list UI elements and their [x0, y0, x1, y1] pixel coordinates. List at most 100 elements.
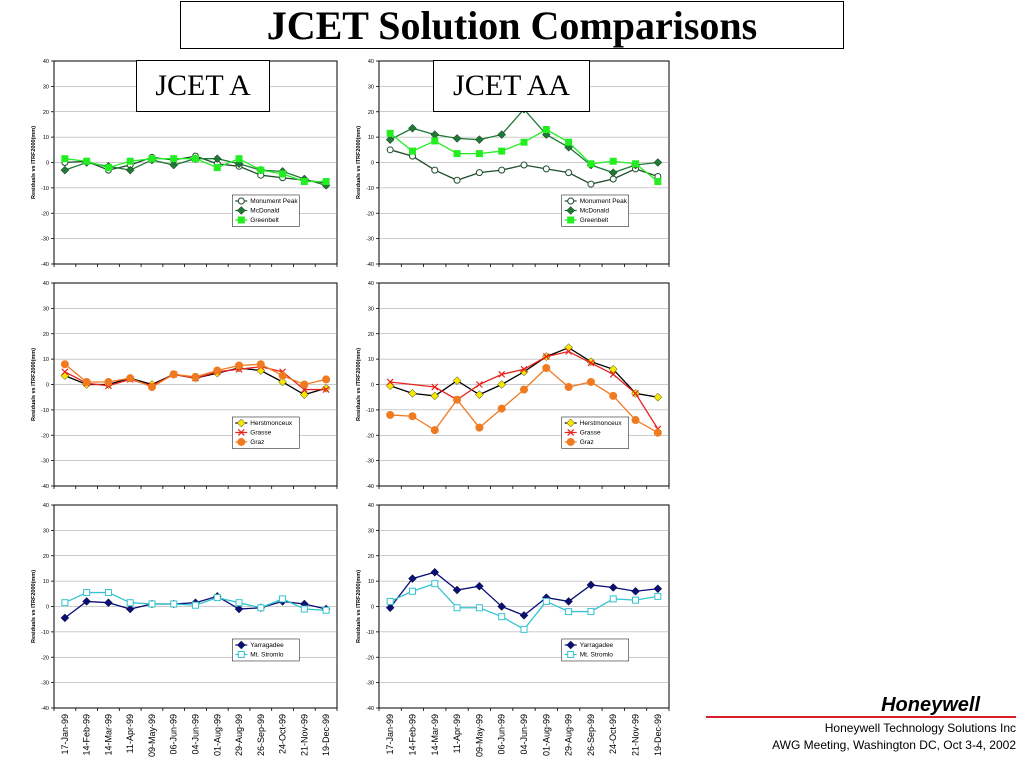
data-point — [385, 135, 395, 144]
y-tick-label: 40 — [43, 281, 49, 287]
legend-entry-mcdonald: McDonald — [250, 207, 280, 214]
data-point — [322, 606, 330, 614]
data-point — [609, 391, 618, 400]
data-point — [279, 170, 287, 178]
y-tick-label: 30 — [368, 306, 374, 312]
y-tick-label: -20 — [41, 211, 49, 217]
data-point — [609, 157, 617, 165]
chart-a-mid: -40 -30 -20 -10 0 10 20 30 40 Residuals vs ITRF20… — [31, 281, 338, 490]
data-point — [408, 147, 416, 155]
x-tick-label: 24-Oct-99 — [278, 714, 288, 754]
y-tick-label: -40 — [41, 484, 49, 490]
y-tick-label: 30 — [368, 84, 374, 90]
data-point — [61, 368, 69, 376]
y-axis-label: Residuals vs ITRF2000(mm) — [356, 348, 362, 421]
y-tick-label: 40 — [43, 59, 49, 65]
legend-marker — [237, 650, 245, 658]
data-point — [431, 137, 439, 145]
data-point — [408, 389, 417, 398]
data-point — [653, 158, 663, 167]
x-tick-label: 01-Aug-99 — [541, 714, 551, 756]
data-point — [104, 164, 112, 172]
y-tick-label: 20 — [43, 110, 49, 116]
data-point — [453, 150, 461, 158]
data-point — [213, 366, 222, 375]
x-tick-label: 26-Sep-99 — [256, 714, 266, 756]
y-tick-label: 0 — [46, 383, 49, 389]
data-point — [542, 165, 550, 173]
data-point — [257, 166, 265, 174]
data-point — [453, 395, 462, 404]
x-tick-label: 26-Sep-99 — [586, 714, 596, 756]
legend: Yarragadee Mt. Stromlo — [561, 638, 629, 662]
data-point — [234, 604, 244, 614]
data-point — [608, 583, 618, 592]
data-point — [60, 165, 70, 175]
x-tick-label: 11-Apr-99 — [452, 714, 462, 753]
data-point — [61, 155, 69, 163]
legend: Herstmonceux Grasse Graz — [561, 416, 629, 449]
y-tick-label: -20 — [366, 433, 374, 439]
data-point — [542, 597, 550, 605]
data-point — [632, 596, 640, 604]
legend-marker — [567, 197, 575, 205]
legend-entry-mcdonald: McDonald — [580, 207, 610, 214]
y-tick-label: -10 — [366, 186, 374, 192]
series-graz — [60, 360, 331, 392]
x-tick-label: 14-Feb-99 — [407, 714, 417, 756]
legend: Yarragadee Mt. Stromlo — [232, 638, 300, 662]
x-tick-label: 19-Dec-99 — [321, 714, 331, 756]
honeywell-logo: Honeywell — [881, 694, 980, 716]
legend-marker — [237, 216, 245, 224]
data-point — [431, 580, 439, 588]
data-point — [520, 385, 528, 394]
y-axis-label: Residuals vs ITRF2000(mm) — [31, 126, 37, 199]
data-point — [498, 166, 506, 174]
y-tick-label: 20 — [368, 554, 374, 560]
data-point — [453, 604, 461, 612]
y-tick-label: 40 — [368, 59, 374, 65]
y-axis-label: Residuals vs ITRF2000(mm) — [356, 126, 362, 199]
y-tick-label: 0 — [371, 383, 374, 389]
data-point — [452, 585, 462, 595]
x-tick-label: 29-Aug-99 — [234, 714, 244, 756]
y-tick-label: 20 — [368, 332, 374, 338]
y-tick-label: 10 — [368, 579, 374, 585]
legend-entry-greenbelt: Greenbelt — [250, 217, 279, 224]
y-tick-label: -40 — [41, 706, 49, 712]
data-point — [300, 390, 309, 399]
data-point — [212, 154, 222, 163]
x-tick-label: 14-Mar-99 — [103, 714, 113, 756]
data-point — [631, 586, 640, 596]
legend-marker — [567, 650, 575, 658]
data-point — [497, 380, 506, 389]
series-line — [390, 350, 659, 430]
data-point — [408, 587, 416, 595]
y-axis-label: Residuals vs ITRF2000(mm) — [31, 348, 37, 421]
legend-entry-mt-stromlo: Mt. Stromlo — [250, 651, 284, 658]
data-point — [587, 359, 595, 367]
legend: Monument Peak McDonald Greenbelt — [561, 194, 629, 227]
y-tick-label: -10 — [41, 408, 49, 414]
data-point — [213, 594, 221, 602]
data-point — [453, 176, 461, 184]
data-point — [497, 130, 506, 139]
x-tick-label: 29-Aug-99 — [564, 714, 574, 756]
x-tick-label: 17-Jan-99 — [60, 714, 70, 755]
data-point — [322, 375, 331, 384]
x-tick-label: 19-Dec-99 — [653, 714, 663, 756]
legend: Herstmonceux Grasse Graz — [232, 416, 300, 449]
y-tick-label: -40 — [366, 262, 374, 268]
x-tick-label: 09-May-99 — [147, 714, 157, 757]
data-point — [608, 168, 618, 177]
data-point — [431, 166, 439, 174]
legend-entry-graz: Graz — [250, 439, 264, 446]
data-point — [147, 383, 156, 392]
y-tick-label: -40 — [366, 706, 374, 712]
y-tick-label: 0 — [46, 161, 49, 167]
x-tick-label: 14-Feb-99 — [82, 714, 92, 756]
legend-marker — [237, 197, 245, 205]
data-point — [586, 377, 595, 386]
y-tick-label: 10 — [43, 579, 49, 585]
data-point — [587, 160, 595, 168]
